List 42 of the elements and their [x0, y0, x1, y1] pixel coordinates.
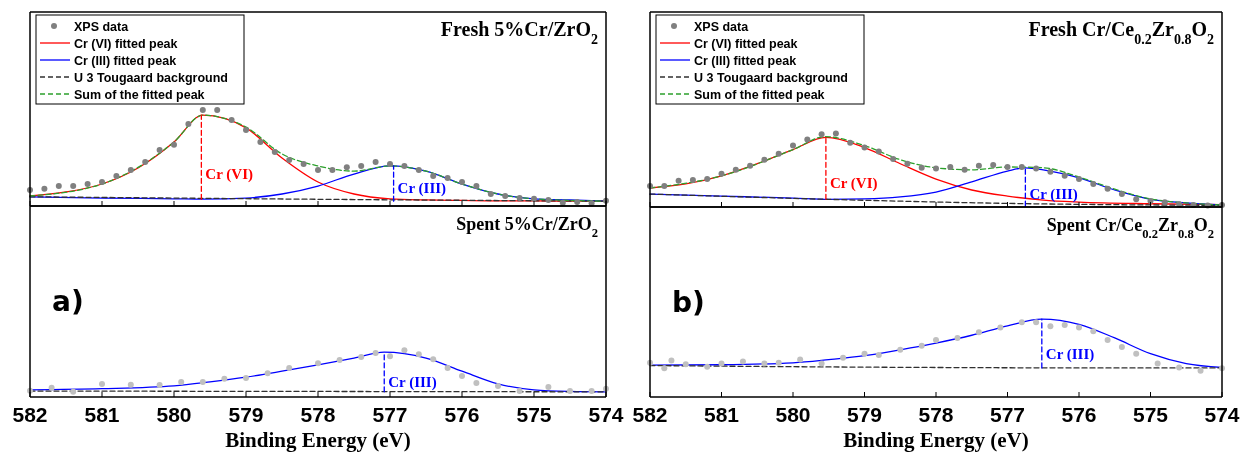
x-tick-label: 580	[156, 403, 192, 426]
x-tick-label: 578	[918, 403, 954, 426]
x-tick-label: 582	[632, 403, 668, 426]
chart-title: Fresh 5%Cr/ZrO$_{2}$	[440, 18, 598, 47]
x-axis-title: Binding Energy (eV)	[843, 428, 1029, 452]
chart-title: Fresh Cr/Ce$_{0.2}$Zr$_{0.8}$O$_{2}$	[1028, 18, 1214, 47]
annotation: Cr (VI)	[205, 166, 253, 184]
legend-label: XPS data	[694, 19, 750, 34]
x-tick-label: 580	[775, 403, 811, 426]
x-tick-label: 581	[84, 403, 120, 426]
x-tick-label: 577	[372, 403, 408, 426]
annotation: Cr (III)	[1045, 345, 1095, 363]
x-axis-title: Binding Energy (eV)	[225, 428, 411, 452]
chart-title: Spent 5%Cr/ZrO$_{2}$	[456, 214, 598, 240]
legend-label: Sum of the fitted peak	[694, 87, 825, 102]
annotation: Cr (VI)	[829, 175, 878, 193]
legend-label: Cr (III) fitted peak	[694, 53, 797, 68]
x-tick-label: 576	[444, 403, 480, 426]
legend-label: Cr (VI) fitted peak	[74, 36, 178, 51]
legend-label: U 3 Tougaard background	[74, 70, 228, 85]
x-tick-label: 578	[300, 403, 336, 426]
legend-label: U 3 Tougaard background	[694, 70, 848, 85]
legend-label: Cr (III) fitted peak	[74, 53, 177, 68]
x-tick-label: 579	[228, 403, 264, 426]
text: a)	[52, 285, 84, 319]
annotation: Cr (III)	[1029, 185, 1078, 203]
text: b)	[672, 285, 705, 319]
legend-label: XPS data	[74, 19, 130, 34]
x-tick-label: 575	[516, 403, 552, 426]
chart-title: Spent Cr/Ce$_{0.2}$Zr$_{0.8}$O$_{2}$	[1046, 215, 1214, 241]
x-tick-label: 575	[1132, 403, 1169, 426]
x-tick-label: 577	[989, 403, 1026, 426]
legend-label: Cr (VI) fitted peak	[694, 36, 798, 51]
x-tick-label: 582	[12, 403, 48, 426]
annotation: Cr (III)	[388, 374, 437, 392]
x-tick-label: 579	[846, 403, 883, 426]
x-tick-label: 576	[1061, 403, 1097, 426]
x-tick-label: 581	[703, 403, 740, 426]
annotation: Cr (III)	[397, 179, 447, 197]
x-tick-label: 574	[588, 403, 624, 426]
x-tick-label: 574	[1204, 403, 1240, 426]
legend-label: Sum of the fitted peak	[74, 87, 205, 102]
